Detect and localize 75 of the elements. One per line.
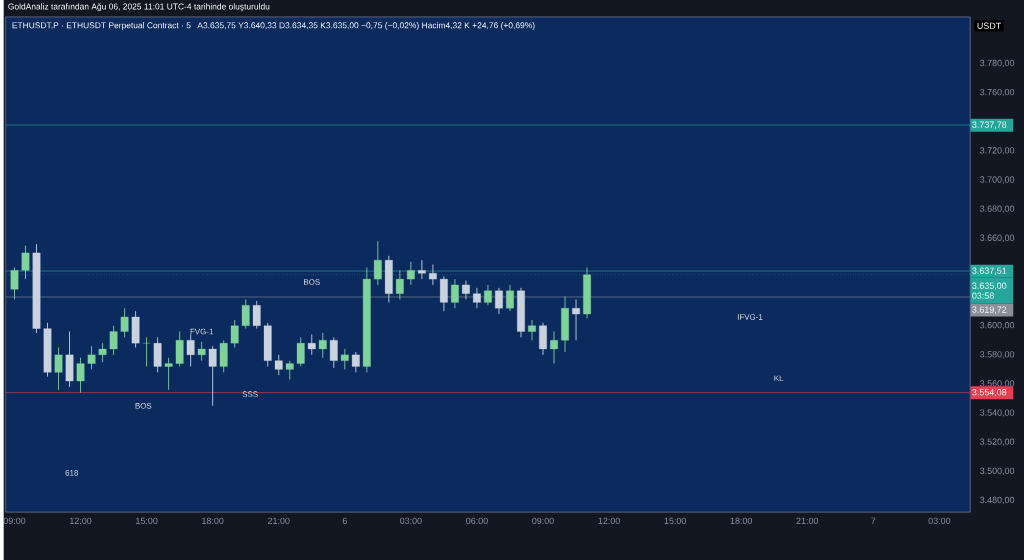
text: GoldAnaliz tarafından Ağu 06, 2025 11:01 UTC-4 tarihinde oluşturuldu	[8, 3, 270, 12]
candlestick	[175, 331, 184, 367]
x-tick-label: 6	[342, 517, 347, 524]
y-tick-label: 3.580,00	[980, 351, 1015, 359]
candlestick	[274, 354, 283, 376]
y-tick-label: 3.600,00	[980, 322, 1015, 330]
candlestick	[131, 310, 140, 349]
x-tick-label: 15:00	[664, 517, 686, 524]
candlestick	[208, 345, 217, 407]
x-tick-label: 18:00	[202, 517, 224, 524]
candlestick	[285, 360, 294, 381]
y-tick-label: 3.760,00	[980, 88, 1015, 97]
candlestick	[417, 259, 426, 280]
ref-line-label: 3.554,08	[972, 389, 1007, 397]
candlestick	[21, 245, 30, 280]
x-tick-label: 03:00	[928, 517, 951, 524]
y-tick-label: 3.780,00	[980, 59, 1015, 68]
candlestick	[406, 261, 415, 286]
x-tick-label: 03:00	[400, 517, 422, 524]
y-tick-label: 3.680,00	[980, 205, 1015, 213]
y-tick-label: 3.660,00	[980, 234, 1015, 243]
y-tick-label: 3.500,00	[980, 467, 1015, 476]
candlestick	[362, 267, 371, 373]
candlestick	[230, 319, 239, 349]
x-tick-label: 15:00	[136, 517, 158, 524]
x-tick-label: 06:00	[466, 517, 488, 524]
candlestick	[296, 336, 305, 367]
candlestick	[329, 336, 338, 369]
x-tick-label: 09:00	[532, 517, 554, 524]
candlestick	[65, 331, 74, 388]
candlestick	[351, 351, 360, 373]
candlestick	[186, 334, 195, 367]
y-tick-label: 3.700,00	[980, 176, 1015, 184]
x-tick-label: 21:00	[796, 517, 819, 524]
candlestick	[307, 334, 316, 356]
y-axis-title: USDT	[977, 22, 1001, 29]
candlestick	[87, 345, 96, 370]
candlestick	[318, 332, 327, 359]
candlestick	[153, 336, 162, 373]
ref-line-label: 3.737,78	[972, 121, 1007, 129]
candlestick	[197, 341, 206, 362]
candlestick	[109, 325, 118, 356]
y-tick-label: 3.720,00	[980, 147, 1015, 155]
x-tick-label: 12:00	[598, 517, 620, 524]
ref-line-label: 3.637,51	[972, 267, 1007, 275]
y-tick-label: 3.560,00	[980, 380, 1015, 388]
x-tick-label: 12:00	[70, 517, 92, 524]
legend-label: 3.635,00 03:58	[972, 282, 1007, 299]
candlestick	[10, 267, 19, 300]
y-tick-label: 3.520,00	[980, 438, 1015, 446]
candlestick	[384, 255, 393, 303]
candlestick	[252, 300, 261, 330]
text: A3.635,75 Y3.640,33 D3.634,35 K3.635,00 −0,75 (−0,02%) Hacim4,32 K +24,76 (+0,69%)	[197, 22, 535, 30]
candlestick	[373, 240, 382, 286]
candlestick	[241, 299, 250, 330]
candlestick	[76, 357, 85, 394]
candlestick	[98, 342, 107, 363]
x-tick-label: 18:00	[730, 517, 753, 524]
candlestick	[263, 322, 272, 367]
candlestick	[54, 347, 63, 391]
candlestick	[219, 339, 228, 373]
y-tick-label: 3.480,00	[980, 496, 1015, 505]
candlestick	[32, 243, 41, 334]
ref-line-label: 3.619,72	[972, 306, 1007, 314]
x-tick-label: 21:00	[268, 517, 290, 524]
y-tick-label: 3.540,00	[980, 409, 1015, 417]
text: ETHUSDT.P · ETHUSDT Perpetual Contract · 5	[12, 22, 191, 30]
x-tick-label: 7	[871, 517, 876, 524]
candlestick	[395, 269, 404, 300]
candlestick	[142, 336, 151, 367]
candlestick	[43, 322, 52, 378]
candlestick	[120, 307, 129, 338]
candlestick	[164, 357, 173, 391]
candlestick	[429, 264, 437, 286]
candlestick	[340, 348, 349, 370]
